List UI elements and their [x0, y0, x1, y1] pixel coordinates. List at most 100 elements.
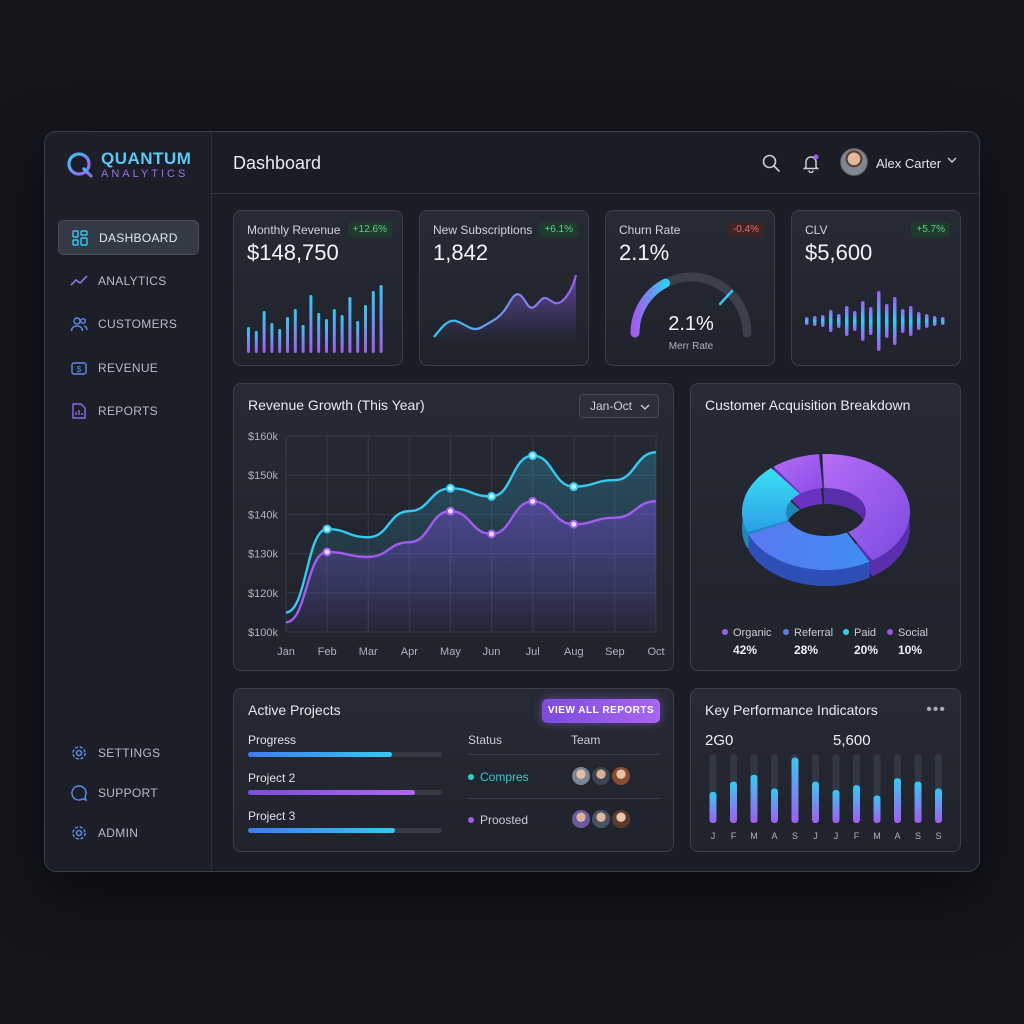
kpi-card-new-subscriptions[interactable]: New Subscriptions +6.1% 1,842 [419, 210, 589, 366]
kpi-bar[interactable] [832, 789, 840, 823]
kpi-bar-label: J [834, 831, 839, 841]
spark-bar [332, 309, 336, 353]
wave-bar [885, 304, 889, 338]
spark-bar [270, 323, 274, 353]
progress-fill [248, 752, 392, 757]
search-icon[interactable] [761, 153, 781, 173]
data-point[interactable] [528, 451, 538, 461]
data-point[interactable] [322, 547, 332, 557]
kpi-bar[interactable] [873, 795, 881, 823]
data-point[interactable] [569, 519, 579, 529]
clv-waveform [805, 291, 945, 351]
kpi-badge: +5.7% [911, 222, 950, 237]
kpi-bar[interactable] [914, 781, 922, 823]
avatar[interactable] [570, 808, 592, 830]
spark-bar [379, 285, 383, 353]
x-tick-label: Jun [483, 646, 501, 658]
gauge-needle [718, 289, 734, 306]
data-point[interactable] [445, 483, 455, 493]
x-tick-label: May [440, 646, 461, 658]
spark-bar [348, 297, 352, 353]
legend-item-organic: Organic 42% [722, 627, 772, 657]
donut-slice-referral[interactable] [748, 521, 870, 570]
avatar[interactable] [590, 765, 612, 787]
sidebar: QUANTUM ANALYTICS DASHBOARD ANALYTICS CU… [45, 132, 212, 871]
wave-bar [877, 291, 881, 351]
wave-bar [933, 316, 937, 326]
legend-label: Referral [794, 627, 834, 639]
column-header-team: Team [571, 733, 601, 747]
trend-icon [70, 274, 88, 286]
legend-pct: 10% [898, 643, 923, 657]
sidebar-item-dashboard[interactable]: DASHBOARD [58, 220, 199, 255]
kpi-bar[interactable] [853, 785, 860, 823]
series-line [285, 500, 657, 624]
svg-text:$: $ [77, 365, 82, 374]
bell-icon[interactable] [801, 153, 821, 173]
avatar[interactable] [590, 808, 612, 830]
date-range-select[interactable]: Jan-Oct [579, 394, 659, 418]
x-tick-label: Mar [359, 646, 378, 658]
spark-bar [262, 311, 266, 353]
avatar[interactable] [610, 765, 632, 787]
sidebar-item-label: ANALYTICS [98, 273, 167, 288]
app-logo[interactable]: QUANTUM ANALYTICS [65, 150, 191, 180]
sidebar-item-label: DASHBOARD [99, 230, 178, 245]
kpi-bar[interactable] [812, 781, 819, 823]
wave-bar [861, 301, 865, 341]
app-window: QUANTUM ANALYTICS DASHBOARD ANALYTICS CU… [44, 131, 980, 872]
status-text: Compres [480, 770, 529, 784]
sidebar-item-reports[interactable]: REPORTS [58, 393, 199, 428]
donut-slice-paid[interactable] [742, 468, 800, 533]
data-point[interactable] [569, 482, 579, 492]
topbar: Dashboard Alex Carter [212, 132, 979, 194]
donut-slice-social[interactable] [773, 454, 823, 494]
data-point[interactable] [322, 524, 332, 534]
kpi-bar[interactable] [730, 781, 737, 823]
user-name[interactable]: Alex Carter [876, 156, 942, 171]
more-options-icon[interactable]: ••• [926, 701, 946, 718]
sidebar-item-analytics[interactable]: ANALYTICS [58, 263, 199, 298]
kpi-card-clv[interactable]: CLV +5.7% $5,600 [791, 210, 961, 366]
sidebar-item-settings[interactable]: SETTINGS [58, 735, 199, 770]
avatar[interactable] [840, 148, 868, 176]
kpi-bar[interactable] [709, 792, 717, 823]
avatar[interactable] [570, 765, 592, 787]
kpi-bar[interactable] [750, 774, 758, 823]
data-point[interactable] [445, 506, 455, 516]
kpi-bar[interactable] [791, 757, 799, 823]
kpi-card-monthly-revenue[interactable]: Monthly Revenue +12.6% $148,750 [233, 210, 403, 366]
wave-bar [869, 307, 873, 335]
sidebar-item-revenue[interactable]: $ REVENUE [58, 350, 199, 385]
data-point[interactable] [487, 491, 497, 501]
avatar[interactable] [610, 808, 632, 830]
data-point[interactable] [487, 529, 497, 539]
spark-bar [293, 309, 297, 353]
sidebar-item-admin[interactable]: ADMIN [58, 815, 199, 850]
dollar-icon: $ [71, 361, 87, 375]
app-subname: ANALYTICS [101, 168, 189, 180]
view-all-reports-button[interactable]: VIEW ALL REPORTS [542, 699, 660, 723]
sidebar-item-customers[interactable]: CUSTOMERS [58, 306, 199, 341]
chevron-down-icon[interactable] [946, 154, 958, 166]
kpi-bar-label: M [873, 831, 881, 841]
x-tick-label: Feb [318, 646, 337, 658]
kpi-bar[interactable] [771, 788, 778, 823]
key-performance-indicators-card: Key Performance Indicators ••• 2G0 5,600… [690, 688, 961, 852]
kpi-bar[interactable] [935, 788, 942, 823]
divider [468, 754, 660, 755]
spark-bar [356, 321, 360, 353]
card-title: Active Projects [248, 702, 341, 718]
donut-slice-organic[interactable] [822, 454, 910, 561]
spark-bar [247, 327, 250, 353]
data-point[interactable] [528, 496, 538, 506]
sidebar-item-support[interactable]: SUPPORT [58, 775, 199, 810]
gear-icon [72, 825, 86, 840]
chevron-down-icon [640, 404, 650, 410]
quantum-logo-icon [67, 152, 93, 178]
kpi-bar[interactable] [894, 778, 901, 823]
legend-label: Paid [854, 627, 877, 639]
sidebar-item-label: ADMIN [98, 825, 139, 840]
revenue-growth-card: Revenue Growth (This Year) Jan-Oct $160k… [233, 383, 674, 671]
kpi-card-churn-rate[interactable]: Churn Rate -0.4% 2.1% 2.1% Merr Rate [605, 210, 775, 366]
